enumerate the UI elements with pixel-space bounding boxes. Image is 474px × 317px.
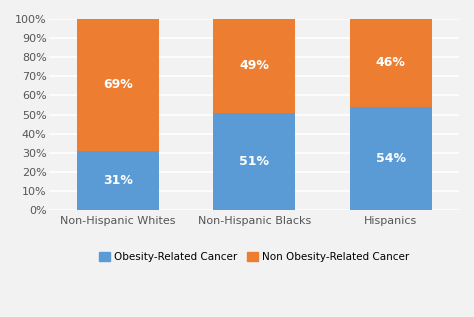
- Text: 31%: 31%: [103, 174, 133, 187]
- Text: 69%: 69%: [103, 78, 133, 91]
- Bar: [77, 151, 159, 210]
- Text: 54%: 54%: [376, 152, 406, 165]
- Bar: [213, 113, 295, 210]
- Bar: [213, 19, 295, 113]
- Bar: [350, 19, 432, 107]
- Text: 49%: 49%: [239, 59, 269, 72]
- Text: 46%: 46%: [376, 56, 406, 69]
- Bar: [350, 107, 432, 210]
- Text: 51%: 51%: [239, 155, 269, 168]
- Legend: Obesity-Related Cancer, Non Obesity-Related Cancer: Obesity-Related Cancer, Non Obesity-Rela…: [95, 248, 413, 266]
- Bar: [77, 19, 159, 151]
